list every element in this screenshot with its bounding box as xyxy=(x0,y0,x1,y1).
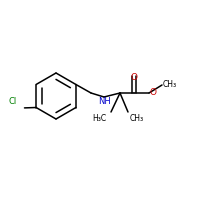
Text: NH: NH xyxy=(98,97,111,106)
Text: O: O xyxy=(131,73,138,82)
Text: H₃C: H₃C xyxy=(92,114,107,123)
Text: O: O xyxy=(149,88,156,97)
Text: CH₃: CH₃ xyxy=(163,80,177,88)
Text: Cl: Cl xyxy=(8,97,16,106)
Text: CH₃: CH₃ xyxy=(130,114,144,123)
